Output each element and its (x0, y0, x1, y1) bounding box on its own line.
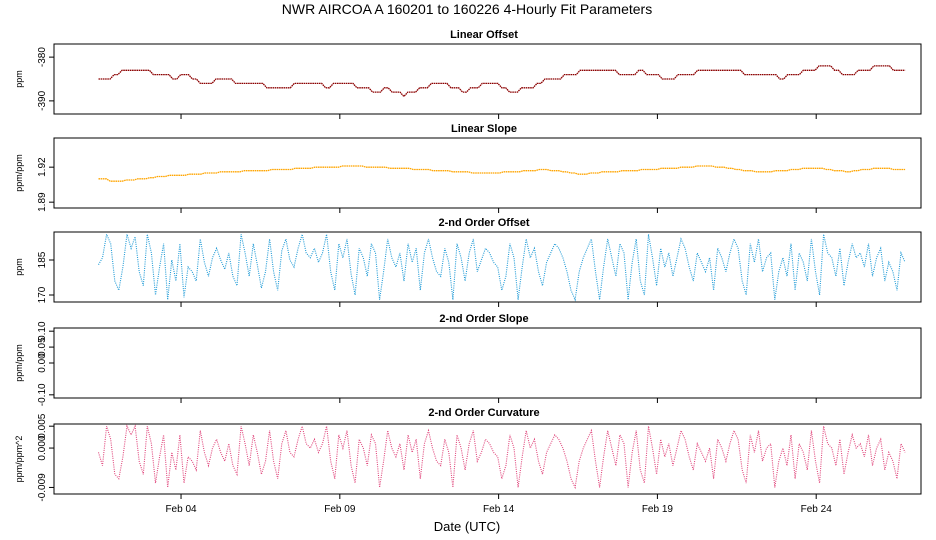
y-tick-label: 1.89 (37, 192, 48, 212)
y-ticks-linear-offset: -390 -380 (37, 47, 54, 111)
x-tick-label: Feb 19 (642, 504, 674, 515)
x-tick-label: Feb 04 (165, 504, 197, 515)
panel-title-linear-slope: Linear Slope (451, 123, 517, 135)
y-ticks-2nd-order-offset: 170 185 (37, 251, 54, 303)
plot-frame-linear-offset (53, 43, 922, 115)
panel-title-2nd-order-offset: 2-nd Order Offset (438, 217, 529, 229)
y-tick-label: 0.005 (37, 413, 48, 438)
x-tick-label: Feb 24 (801, 504, 833, 515)
plot-frame-2nd-order-curvature (53, 423, 922, 495)
y-tick-label: -0.009 (37, 473, 48, 502)
series-linear-slope (98, 165, 906, 182)
y-ticks-linear-slope: 1.89 1.92 (37, 157, 54, 212)
plot-frame-2nd-order-slope (53, 327, 922, 399)
y-tick-label: 170 (37, 286, 48, 303)
panel-linear-offset: Linear Offset ppm -390 -380 (14, 29, 922, 119)
x-tick-labels: Feb 04 Feb 09 Feb 14 Feb 19 Feb 24 (165, 504, 832, 515)
series-line (97, 424, 906, 490)
ylabel-2nd-order-offset: ppm (14, 258, 24, 276)
panel-2nd-order-slope: 2-nd Order Slope ppm/ppm -0.10 0.000.050.… (14, 313, 922, 406)
panel-2nd-order-offset: 2-nd Order Offset ppm 170 185 (14, 217, 922, 307)
ylabel-2nd-order-slope: ppm/ppm (14, 344, 24, 382)
plot-frame-2nd-order-offset (53, 231, 922, 303)
y-ticks-2nd-order-slope: -0.10 0.000.050.10 (37, 321, 54, 406)
y-tick-label: 0.00 (37, 353, 48, 373)
series-2nd-order-curvature (97, 424, 906, 490)
series-2nd-order-offset (98, 232, 906, 302)
x-ticks-2nd-order-slope (180, 398, 817, 403)
panel-title-2nd-order-slope: 2-nd Order Slope (439, 313, 528, 325)
series-line (98, 232, 906, 302)
y-tick-label: 0.10 (37, 321, 48, 341)
y-tick-label: 1.92 (37, 157, 48, 177)
panel-title-2nd-order-curvature: 2-nd Order Curvature (428, 407, 539, 419)
x-ticks-2nd-order-curvature (180, 494, 817, 499)
y-tick-label: 185 (37, 251, 48, 268)
y-tick-label: 0.000 (37, 435, 48, 460)
plot-frame-linear-slope (53, 137, 922, 209)
y-tick-label: -380 (37, 47, 48, 67)
series-line (98, 65, 906, 98)
x-ticks-linear-slope (180, 208, 817, 213)
x-axis-title: Date (UTC) (434, 519, 500, 534)
y-tick-label: -390 (37, 90, 48, 110)
ylabel-2nd-order-curvature: ppm/ppm^2 (14, 436, 24, 483)
panel-2nd-order-curvature: 2-nd Order Curvature ppm/ppm^2 -0.009 0.0… (14, 407, 922, 502)
x-tick-label: Feb 14 (483, 504, 515, 515)
ylabel-linear-slope: ppm/ppm (14, 154, 24, 192)
panel-linear-slope: Linear Slope ppm/ppm 1.89 1.92 (14, 123, 922, 213)
series-line (98, 165, 906, 182)
y-tick-label: -0.10 (37, 383, 48, 406)
x-ticks-2nd-order-offset (180, 302, 817, 307)
main-title: NWR AIRCOA A 160201 to 160226 4-Hourly F… (282, 1, 652, 17)
y-tick-label: 0.05 (37, 337, 48, 357)
ylabel-linear-offset: ppm (14, 70, 24, 88)
series-linear-offset (98, 65, 906, 98)
x-ticks-linear-offset (180, 114, 817, 119)
panel-title-linear-offset: Linear Offset (450, 29, 518, 41)
x-tick-label: Feb 09 (324, 504, 356, 515)
